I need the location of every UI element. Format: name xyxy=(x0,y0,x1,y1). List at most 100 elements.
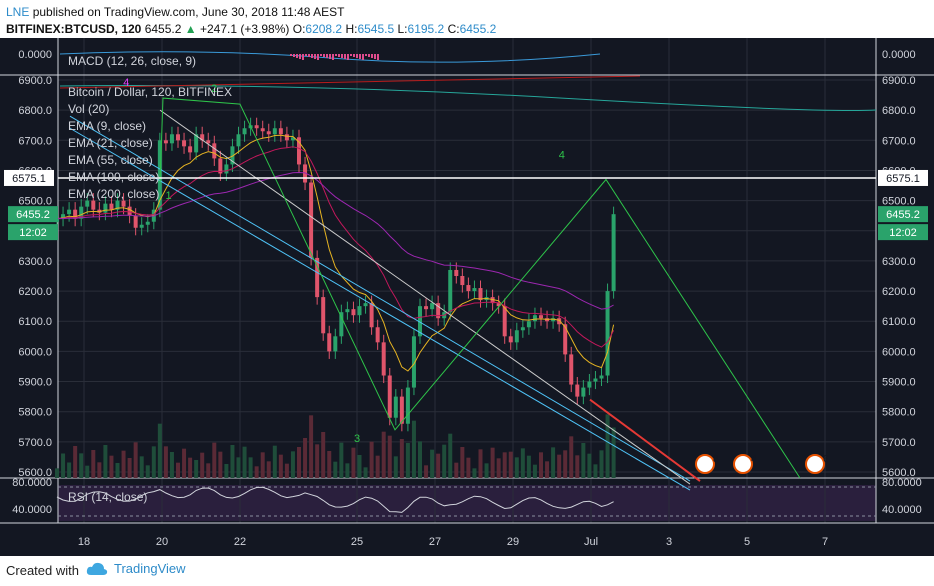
candle-body xyxy=(424,306,429,310)
volume-bar xyxy=(569,436,574,478)
price-chart[interactable]: 6900.0 6900.0 6800.0 6800.0 6700.0 6700.0 6 600… xyxy=(0,38,934,556)
volume-bar xyxy=(278,454,283,478)
volume-bar xyxy=(303,438,308,478)
volume-bar xyxy=(260,452,265,478)
candle-body xyxy=(339,312,344,337)
volume-bar xyxy=(176,462,180,478)
volume-bar xyxy=(363,467,368,478)
study-legend-item: EMA (9, close) xyxy=(68,119,146,133)
candle-body xyxy=(611,214,616,292)
close-label: C: xyxy=(447,22,460,36)
y-tick-left: 6000.0 xyxy=(18,346,52,358)
y-tick-right: 6800.0 xyxy=(882,105,916,117)
y-tick-right: 6300.0 xyxy=(882,256,916,268)
y-tick-right: 6700.0 xyxy=(882,135,916,147)
volume-bar xyxy=(145,465,150,478)
candle-body xyxy=(212,143,217,159)
macd-histogram-bar xyxy=(308,54,310,57)
macd-histogram-bar xyxy=(344,54,346,59)
volume-bar xyxy=(581,443,586,478)
candle-body xyxy=(115,200,120,210)
y-tick-left: 6500.0 xyxy=(18,196,52,208)
y-tick-left: 6100.0 xyxy=(18,316,52,328)
published-text: published on TradingView.com, June 30, 2… xyxy=(32,5,345,19)
macd-histogram-bar xyxy=(350,54,352,56)
x-tick-label: 3 xyxy=(666,536,672,548)
macd-histogram-bar xyxy=(293,54,295,57)
candle-body xyxy=(357,306,362,316)
volume-bar xyxy=(309,415,314,478)
volume-bar xyxy=(484,463,489,478)
volume-bar xyxy=(200,452,205,478)
volume-bar xyxy=(551,447,556,478)
volume-bar xyxy=(472,468,477,478)
last-price-label-right-bg xyxy=(878,206,928,223)
candle-body xyxy=(333,336,338,352)
volume-bar xyxy=(345,463,350,478)
y-tick-left: 5700.0 xyxy=(18,437,52,449)
channel-line-upper xyxy=(69,115,691,482)
macd-histogram-bar xyxy=(320,54,322,56)
macd-histogram-bar xyxy=(335,54,337,56)
macd-histogram-bar xyxy=(332,54,334,60)
candle-body xyxy=(266,131,271,135)
x-tick-label: 29 xyxy=(507,536,519,548)
candle-body xyxy=(315,257,320,298)
volume-bar xyxy=(436,453,441,478)
low-value: 6195.2 xyxy=(407,22,445,36)
volume-bar xyxy=(79,453,84,478)
candle-body xyxy=(393,396,398,418)
volume-bar xyxy=(67,462,72,478)
volume-bar xyxy=(424,465,429,478)
volume-bar xyxy=(212,442,217,478)
volume-bar xyxy=(151,446,156,478)
ema-100-line xyxy=(59,85,877,111)
candle-body xyxy=(436,303,441,319)
candle-body xyxy=(61,214,66,219)
ema-21-line xyxy=(56,146,615,348)
volume-bar xyxy=(218,451,223,478)
volume-bar xyxy=(61,453,66,478)
volume-bar xyxy=(466,457,471,478)
hline-label-left: 6575.1 xyxy=(12,173,46,185)
volume-bar xyxy=(514,457,519,478)
candle-body xyxy=(67,209,72,215)
volume-bar xyxy=(254,466,259,478)
main-title: Bitcoin / Dollar, 120, BITFINEX xyxy=(68,85,232,99)
rsi-title: RSI (14, close) xyxy=(68,490,147,504)
candle-body xyxy=(272,128,277,135)
volume-bar xyxy=(496,458,501,478)
us-flag-icon xyxy=(695,454,715,474)
x-tick-label: Jul xyxy=(584,536,598,548)
candle-body xyxy=(224,164,229,174)
candle-body xyxy=(73,209,78,219)
y-tick-right: 6200.0 xyxy=(882,286,916,298)
candle-body xyxy=(526,321,531,328)
macd-histogram-bar xyxy=(317,54,319,60)
volume-bar xyxy=(375,455,380,478)
y-tick-right: 6100.0 xyxy=(882,316,916,328)
y-tick-left: 6300.0 xyxy=(18,256,52,268)
candle-body xyxy=(218,158,223,174)
channel-line-lower xyxy=(69,127,691,491)
volume-bar xyxy=(315,444,320,478)
y-tick-left: 6900.0 xyxy=(18,75,52,87)
tradingview-link[interactable]: TradingView xyxy=(86,561,186,576)
wave-label: 4 xyxy=(559,149,565,161)
candle-body xyxy=(182,140,187,147)
candle-body xyxy=(411,336,416,388)
macd-histogram-bar xyxy=(347,54,349,60)
volume-bar xyxy=(490,447,495,478)
countdown-label-right-bg xyxy=(878,224,928,241)
macd-histogram-bar xyxy=(305,54,307,56)
volume-bar xyxy=(91,450,96,478)
hline-label-right: 6575.1 xyxy=(886,173,920,185)
volume-bar xyxy=(284,463,289,478)
candle-body xyxy=(169,134,174,144)
author-link[interactable]: LNE xyxy=(6,5,30,19)
macd-histogram-bar xyxy=(329,54,331,59)
volume-bar xyxy=(188,457,193,478)
macd-y-tick-left: 0.0000 xyxy=(18,49,52,61)
volume-bar xyxy=(242,446,247,478)
volume-bar xyxy=(230,445,235,478)
